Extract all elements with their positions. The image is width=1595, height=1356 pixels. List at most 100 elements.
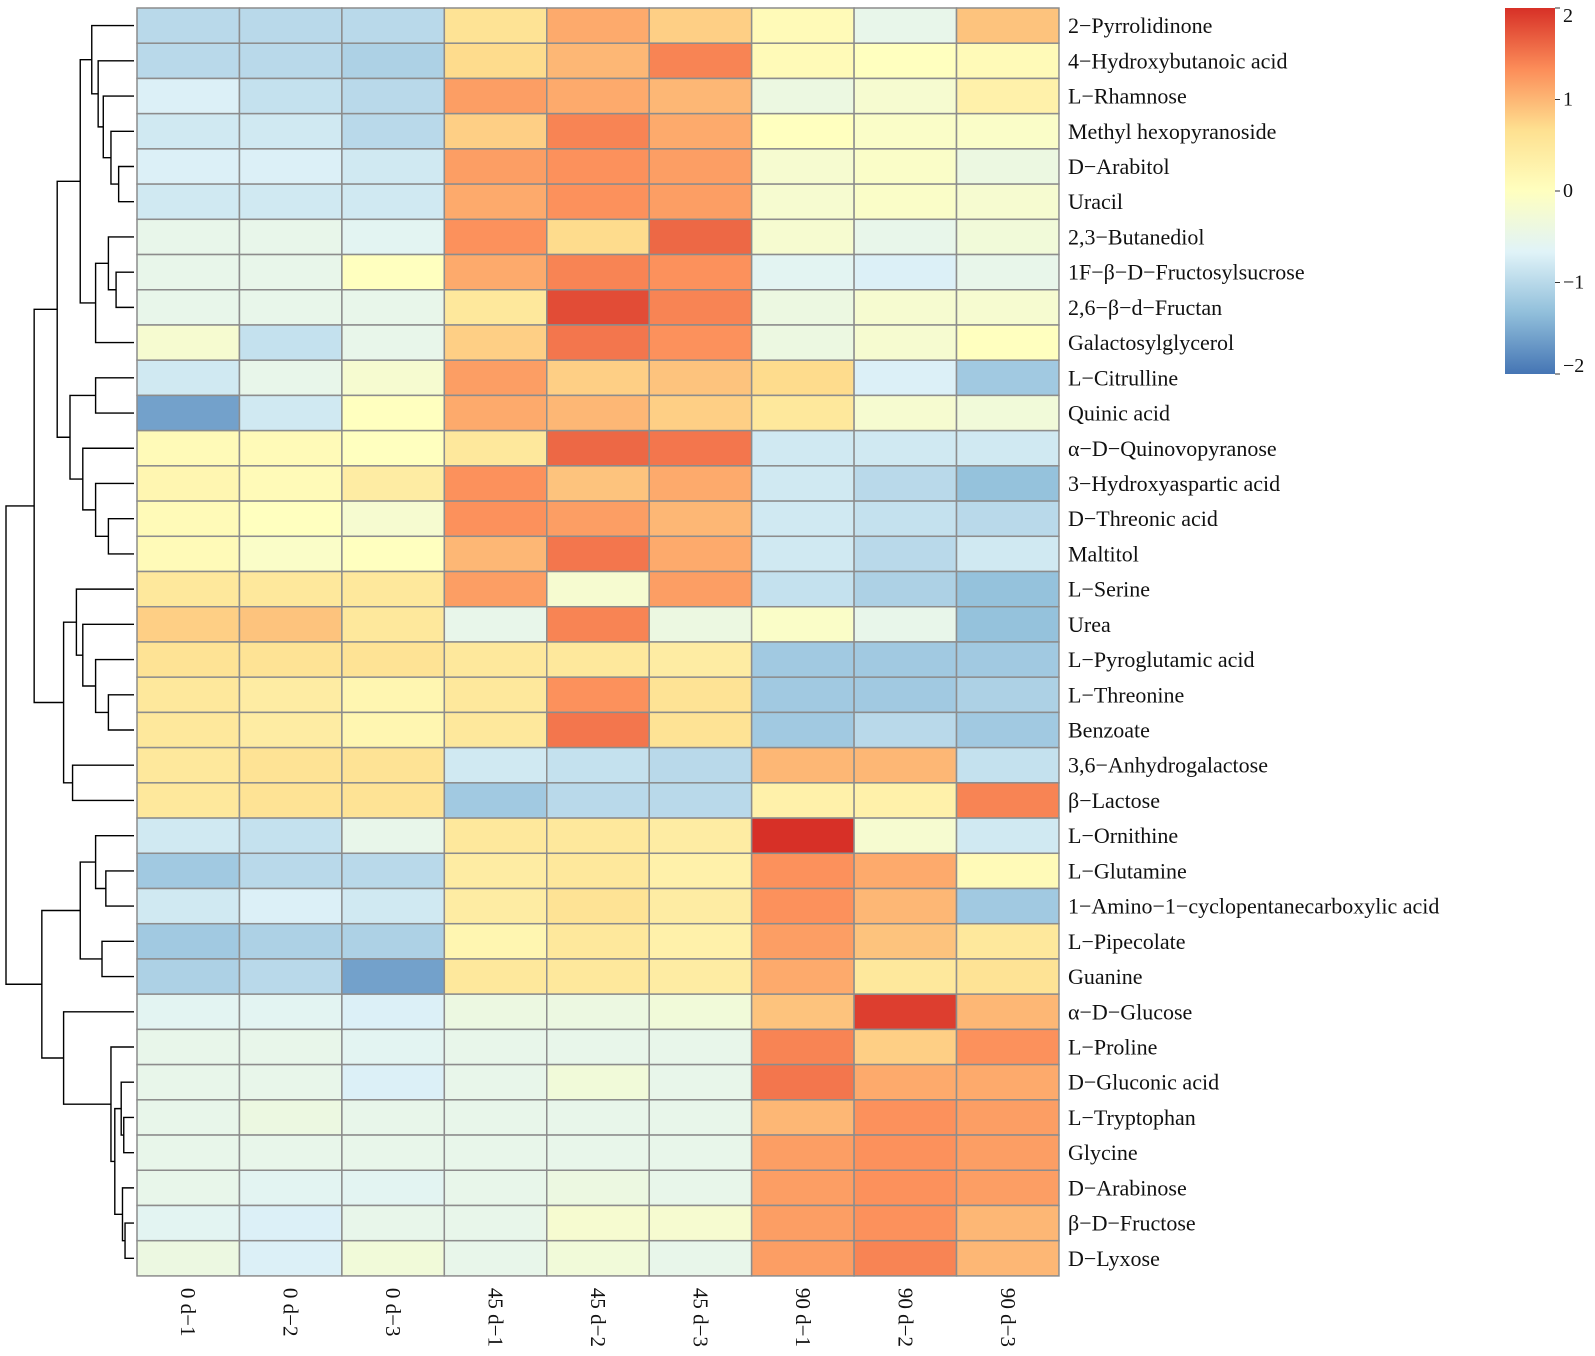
row-label: 1−Amino−1−cyclopentanecarboxylic acid (1068, 894, 1439, 919)
heatmap-cell (341, 148, 446, 185)
dendrogram-branch (110, 130, 134, 185)
heatmap-cell (546, 42, 650, 80)
column-label: 45 d−3 (688, 1288, 712, 1347)
heatmap-cell (955, 958, 1060, 995)
heatmap-cell (546, 782, 650, 819)
heatmap-cell (853, 77, 958, 115)
heatmap-cell (546, 1134, 650, 1172)
heatmap-cell (750, 465, 855, 502)
row-label: L−Pyroglutamic acid (1068, 647, 1255, 672)
heatmap-cell (546, 993, 650, 1031)
heatmap-cell (853, 500, 958, 538)
heatmap-cell (136, 641, 241, 678)
heatmap-cell (443, 1099, 548, 1136)
row-label: α−D−Glucose (1068, 999, 1192, 1024)
heatmap-cell (238, 887, 343, 925)
heatmap-cell (546, 253, 650, 291)
heatmap-cell (341, 817, 446, 855)
heatmap-cell (341, 887, 446, 925)
heatmap-cell (443, 1063, 548, 1101)
heatmap-cell (136, 1099, 241, 1136)
dendrogram-branch (94, 482, 134, 537)
dendrogram-branch (107, 517, 134, 555)
heatmap-cell (750, 500, 855, 538)
heatmap-cell (750, 253, 855, 291)
heatmap-cell (955, 711, 1060, 749)
heatmap-cell (341, 570, 446, 608)
heatmap-cell (648, 112, 753, 150)
heatmap-cell (546, 605, 650, 643)
heatmap-cell (648, 817, 753, 855)
heatmap-cell (443, 77, 548, 115)
heatmap-cell (955, 817, 1060, 855)
heatmap-cell (341, 253, 446, 291)
heatmap-cell (648, 465, 753, 502)
legend-tick-label: 2 (1563, 5, 1573, 27)
heatmap-cell (341, 993, 446, 1031)
heatmap-cell (341, 1028, 446, 1066)
dendrogram-branch (115, 271, 134, 309)
heatmap-cell (648, 641, 753, 678)
heatmap-cell (136, 1063, 241, 1101)
heatmap-cell (955, 782, 1060, 819)
heatmap-cell (648, 1028, 753, 1066)
heatmap-cell (443, 887, 548, 925)
heatmap-cell (136, 77, 241, 115)
heatmap-cell (136, 324, 241, 361)
heatmap-cell (136, 148, 241, 185)
dendrogram-branch (117, 165, 134, 203)
column-label: 0 d−1 (176, 1288, 200, 1337)
heatmap-cell (238, 1099, 343, 1136)
heatmap-cell (648, 711, 753, 749)
legend-tick-label: 0 (1563, 180, 1573, 202)
heatmap-cell (238, 112, 343, 150)
heatmap-cell (443, 993, 548, 1031)
heatmap-cell (955, 7, 1060, 44)
row-label: D−Threonic acid (1068, 506, 1218, 531)
heatmap-cell (443, 852, 548, 890)
heatmap-cell (955, 887, 1060, 925)
dendrogram-branch (41, 909, 81, 1059)
heatmap-cell (955, 605, 1060, 643)
dendrogram-branch (124, 1222, 134, 1260)
heatmap-cell (443, 676, 548, 714)
heatmap-cell (853, 1063, 958, 1101)
heatmap-cell (750, 922, 855, 960)
heatmap-cell (136, 1028, 241, 1066)
row-label: L−Threonine (1068, 682, 1184, 707)
heatmap-cell (648, 1134, 753, 1172)
dendrogram-branch (123, 1116, 134, 1154)
heatmap-cell (136, 922, 241, 960)
heatmap-cell (341, 1099, 446, 1136)
heatmap-cell (546, 1204, 650, 1242)
heatmap-cell (648, 852, 753, 890)
dendrogram-branch (94, 262, 134, 344)
heatmap-cell (136, 676, 241, 714)
heatmap-cell (238, 1134, 343, 1172)
dendrogram-branch (101, 940, 134, 978)
heatmap-cell (546, 148, 650, 185)
heatmap-cell (341, 359, 446, 397)
row-label: Urea (1068, 612, 1111, 637)
heatmap-cell (955, 1169, 1060, 1207)
heatmap-cell (955, 429, 1060, 467)
heatmap-cell (546, 218, 650, 256)
heatmap-cell (955, 641, 1060, 678)
heatmap-cell (750, 1169, 855, 1207)
heatmap-cell (443, 922, 548, 960)
dendrogram-branch (79, 59, 96, 304)
heatmap-cell (955, 394, 1060, 432)
heatmap-cell (546, 1099, 650, 1136)
legend-colorbar (1505, 8, 1555, 374)
heatmap-cell (341, 42, 446, 80)
heatmap-cell (238, 1063, 343, 1101)
heatmap-cell (853, 1239, 958, 1277)
heatmap-cell (443, 782, 548, 819)
heatmap-cell (238, 958, 343, 995)
row-label: D−Arabitol (1068, 154, 1170, 179)
heatmap-cell (443, 42, 548, 80)
heatmap-cell (853, 1169, 958, 1207)
heatmap-cell (443, 465, 548, 502)
heatmap-cell (750, 993, 855, 1031)
heatmap-cell (648, 42, 753, 80)
